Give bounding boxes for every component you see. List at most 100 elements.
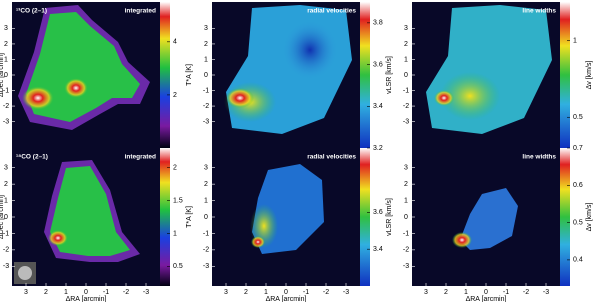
y-tick-label: -1	[3, 230, 9, 237]
colorbar-tick-label: 2	[173, 165, 177, 172]
y-tick-label: -2	[403, 247, 409, 254]
y-tick-label: 1	[204, 56, 208, 63]
y-tick-label: 2	[404, 181, 408, 188]
y-tick-label: 1	[204, 197, 208, 204]
x-tick-label: -1	[303, 289, 309, 296]
hotspot	[251, 236, 265, 248]
x-tick-label: -3	[543, 289, 549, 296]
x-tick-label: 1	[64, 289, 68, 296]
y-tick-label: -2	[3, 103, 9, 110]
x-tick-label: 3	[424, 289, 428, 296]
colorbar	[360, 2, 370, 148]
x-tick-label: 3	[24, 289, 28, 296]
y-tick-label: -2	[403, 103, 409, 110]
colorbar	[560, 2, 570, 148]
y-tick-label: -3	[203, 263, 209, 270]
x-tick-label: 3	[224, 289, 228, 296]
y-tick-label: 3	[4, 165, 8, 172]
colorbar-tick-label: 1.5	[173, 197, 183, 204]
map-region	[440, 72, 500, 120]
colorbar	[560, 148, 570, 286]
y-tick-label: -2	[203, 247, 209, 254]
x-tick-label: -3	[143, 289, 149, 296]
map-region	[282, 20, 338, 80]
panel-map: integrated	[125, 154, 156, 161]
y-tick-label: -2	[203, 103, 209, 110]
colorbar-tick-label: 0.4	[573, 257, 583, 264]
y-tick-label: 0	[204, 214, 208, 221]
colorbar-tick-label: 3.6	[373, 209, 383, 216]
y-tick-label: 3	[204, 25, 208, 32]
beam	[18, 266, 32, 280]
colorbar	[360, 148, 370, 286]
y-tick-label: 1	[404, 197, 408, 204]
colorbar	[160, 2, 170, 148]
colorbar-label: Δv [km/s]	[586, 61, 593, 90]
y-tick-label: 3	[404, 165, 408, 172]
x-axis-label: ΔRA [arcmin]	[466, 296, 507, 302]
x-tick-label: 2	[44, 289, 48, 296]
colorbar-tick-label: 3.4	[373, 103, 383, 110]
x-tick-label: 0	[284, 289, 288, 296]
y-tick-label: -1	[203, 230, 209, 237]
y-axis-label: ΔDec [arcmin]	[0, 195, 5, 239]
maps	[12, 2, 570, 286]
y-tick-label: 2	[4, 41, 8, 48]
hotspot	[48, 230, 68, 246]
hotspot	[22, 86, 54, 110]
y-tick-label: 3	[204, 165, 208, 172]
y-tick-label: -2	[3, 247, 9, 254]
panel-map: radial velocities	[307, 8, 356, 15]
y-tick-label: 0	[404, 214, 408, 221]
colorbar-tick-label: 2	[173, 92, 177, 99]
x-tick-label: -1	[103, 289, 109, 296]
y-tick-label: 0	[4, 214, 8, 221]
colorbar-tick-label: 3.2	[373, 145, 383, 152]
y-tick-label: 1	[4, 197, 8, 204]
y-tick-label: -1	[203, 87, 209, 94]
x-tick-label: -2	[123, 289, 129, 296]
colorbar-label: T*A [K]	[186, 206, 193, 228]
hotspot	[452, 232, 472, 248]
panel-molecule: ¹⁸CO (2–1)	[16, 154, 48, 161]
colorbar-tick-label: 3.4	[373, 246, 383, 253]
y-tick-label: 0	[4, 72, 8, 79]
y-tick-label: -1	[403, 87, 409, 94]
hotspot	[434, 90, 454, 106]
hotspot	[226, 88, 254, 108]
y-tick-label: 1	[404, 56, 408, 63]
map-region	[50, 166, 130, 256]
y-tick-label: 2	[4, 181, 8, 188]
x-tick-label: 0	[84, 289, 88, 296]
y-tick-label: -3	[3, 118, 9, 125]
colorbar-tick-label: 0.5	[573, 114, 583, 121]
map-region	[26, 12, 140, 122]
panel-molecule: ¹³CO (2–1)	[16, 8, 47, 15]
y-tick-label: 3	[404, 25, 408, 32]
colorbar	[160, 148, 170, 286]
x-tick-label: -2	[323, 289, 329, 296]
colorbar-tick-label: 0.5	[573, 219, 583, 226]
map-region	[460, 188, 518, 250]
y-tick-label: -3	[403, 263, 409, 270]
y-tick-label: 0	[204, 72, 208, 79]
colorbar-tick-label: 0.7	[573, 145, 583, 152]
colorbar-label: vLSR [km/s]	[386, 56, 393, 94]
colorbar-tick-label: 1	[173, 230, 177, 237]
colorbar-tick-label: 3.8	[373, 20, 383, 27]
x-axis-label: ΔRA [arcmin]	[266, 296, 307, 302]
panel-map: line widths	[522, 8, 556, 15]
y-tick-label: -3	[203, 118, 209, 125]
y-axis-label: ΔDec [arcmin]	[0, 53, 5, 97]
panel-map: line widths	[522, 154, 556, 161]
x-tick-label: -3	[343, 289, 349, 296]
y-tick-label: -1	[403, 230, 409, 237]
colorbar-tick-label: 0.5	[173, 263, 183, 270]
y-tick-label: 2	[204, 41, 208, 48]
x-tick-label: 1	[264, 289, 268, 296]
y-tick-label: 1	[4, 56, 8, 63]
x-tick-label: -1	[503, 289, 509, 296]
colorbar-label: T*A [K]	[186, 64, 193, 86]
x-tick-label: 1	[464, 289, 468, 296]
